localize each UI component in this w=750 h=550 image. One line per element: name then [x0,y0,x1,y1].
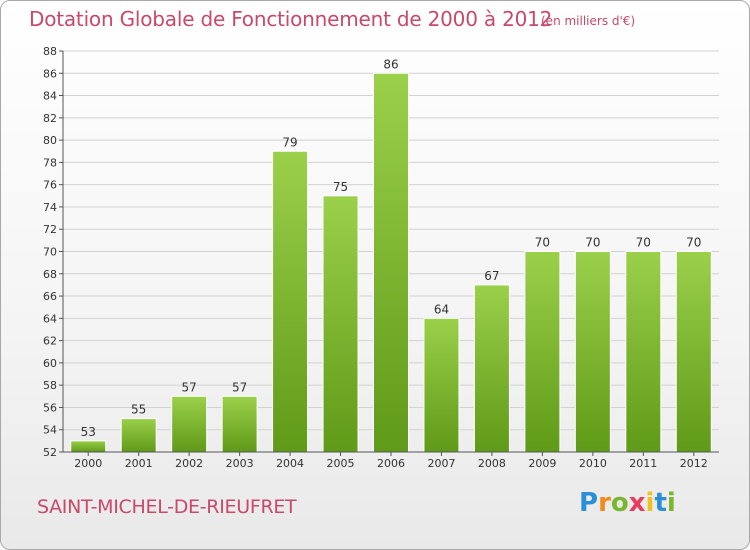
proxiti-logo: Proxiti [579,488,676,518]
x-tick-label-2004: 2004 [276,457,304,470]
value-label-2001: 55 [131,403,146,417]
value-label-2000: 53 [81,425,96,439]
bar-2009 [524,251,561,453]
y-tick-label: 84 [43,90,57,103]
x-tick-label-2009: 2009 [528,457,556,470]
y-tick-label: 68 [43,268,57,281]
x-tick-label-2011: 2011 [629,457,657,470]
x-tick-label-2008: 2008 [478,457,506,470]
logo-letter: P [579,488,599,518]
y-tick-label: 58 [43,379,57,392]
y-tick-label: 70 [43,246,57,259]
x-tick-label-2010: 2010 [579,457,607,470]
x-tick-label-2007: 2007 [427,457,455,470]
x-tick-label-2003: 2003 [226,457,254,470]
y-tick-label: 74 [43,201,57,214]
chart-subtitle: (en milliers d'€) [541,14,636,28]
value-label-2007: 64 [434,302,449,316]
y-tick-label: 72 [43,223,57,236]
value-label-2002: 57 [182,380,197,394]
logo-letter: i [645,488,655,518]
x-tick-label-2001: 2001 [125,457,153,470]
bar-layer: 53 55 57 57 79 75 86 64 67 70 70 70 70 [70,57,712,453]
y-tick-label: 60 [43,357,57,370]
value-label-2003: 57 [232,380,247,394]
y-tick-label: 62 [43,335,57,348]
y-tick-label: 82 [43,112,57,125]
y-tick-label: 86 [43,67,57,80]
value-label-2011: 70 [636,236,651,250]
axis-layer: 52 54 56 58 60 62 64 66 68 70 72 74 76 78 80 82 84 86 88 20… [43,45,719,470]
value-label-2010: 70 [585,236,600,250]
value-label-2012: 70 [686,236,701,250]
bar-2003 [221,395,258,453]
y-tick-label: 54 [43,424,57,437]
y-tick-label: 56 [43,401,57,414]
logo-letter: r [598,488,611,518]
y-tick-label: 64 [43,312,57,325]
bar-2002 [171,395,208,453]
x-tick-label-2006: 2006 [377,457,405,470]
value-label-2008: 67 [484,269,499,283]
bar-2006 [373,72,409,453]
value-label-2006: 86 [383,57,398,71]
bar-2008 [473,284,510,453]
x-tick-label-2000: 2000 [74,457,102,470]
bar-2007 [423,317,460,453]
value-label-2005: 75 [333,180,348,194]
y-tick-label: 80 [43,134,57,147]
bar-2005 [322,195,359,453]
bar-2011 [625,251,662,453]
logo-letter: x [628,488,646,518]
y-tick-label: 78 [43,156,57,169]
logo-letter: i [666,488,676,518]
bar-2004 [272,150,309,453]
logo-letter: t [654,488,667,518]
bar-2000 [70,440,107,453]
commune-name: SAINT-MICHEL-DE-RIEUFRET [37,496,297,518]
y-tick-label: 66 [43,290,57,303]
bar-2001 [120,418,157,453]
bar-2012 [675,251,712,453]
y-tick-label: 76 [43,179,57,192]
value-label-2004: 79 [282,135,297,149]
chart-title: Dotation Globale de Fonctionnement de 20… [29,7,553,31]
value-label-2009: 70 [535,236,550,250]
bar-2010 [574,251,611,453]
x-tick-label-2002: 2002 [175,457,203,470]
x-tick-label-2005: 2005 [327,457,355,470]
y-tick-label: 52 [43,446,57,459]
y-tick-label: 88 [43,45,57,58]
x-tick-label-2012: 2012 [680,457,708,470]
logo-letter: o [610,488,629,518]
